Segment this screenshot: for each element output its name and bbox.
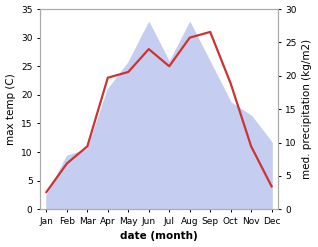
- Y-axis label: med. precipitation (kg/m2): med. precipitation (kg/m2): [302, 39, 313, 179]
- Y-axis label: max temp (C): max temp (C): [5, 73, 16, 145]
- X-axis label: date (month): date (month): [120, 231, 198, 242]
